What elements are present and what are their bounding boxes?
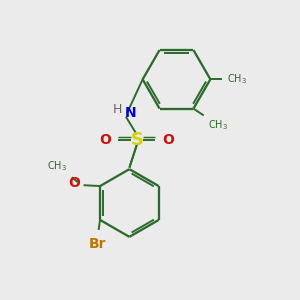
Text: O: O	[68, 176, 80, 190]
Text: H: H	[112, 103, 122, 116]
Text: CH$_3$: CH$_3$	[208, 118, 228, 132]
Text: S: S	[130, 131, 143, 149]
Text: CH$_3$: CH$_3$	[226, 72, 247, 86]
Text: CH$_3$: CH$_3$	[47, 159, 68, 173]
Text: Br: Br	[89, 237, 106, 251]
Text: O: O	[162, 133, 174, 147]
Text: N: N	[125, 106, 136, 120]
Text: O: O	[100, 133, 111, 147]
